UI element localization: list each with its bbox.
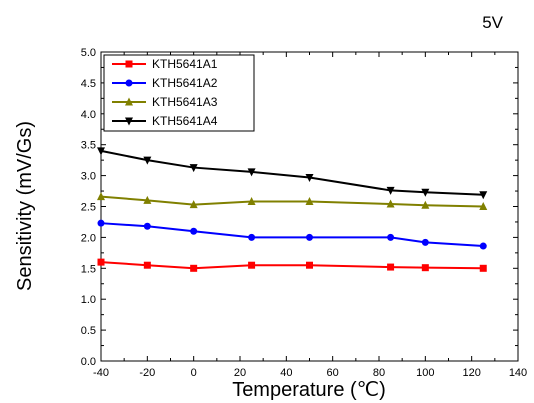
data-point <box>248 261 256 269</box>
legend-label: KTH5641A4 <box>152 114 218 128</box>
y-tick-label: 1.0 <box>81 294 96 306</box>
y-tick-label: 0.5 <box>81 325 96 337</box>
legend-swatch-marker <box>125 79 133 87</box>
x-tick-label: 140 <box>509 367 527 379</box>
x-tick-label: -20 <box>139 367 155 379</box>
data-point <box>97 219 105 227</box>
y-tick-label: 4.0 <box>81 109 96 121</box>
data-point <box>421 238 429 246</box>
series-line <box>100 261 484 270</box>
legend-swatch-marker <box>125 60 133 68</box>
legend-item: KTH5641A2 <box>112 76 218 90</box>
data-point <box>247 168 256 177</box>
series-kth5641a3 <box>97 192 488 210</box>
y-tick-label: 3.5 <box>81 140 96 152</box>
x-tick-label: 60 <box>327 367 339 379</box>
data-point <box>479 191 488 200</box>
y-tick-label: 5.0 <box>81 47 96 59</box>
y-tick-label: 2.5 <box>81 202 96 214</box>
y-tick-label: 3.0 <box>81 171 96 183</box>
x-tick-label: 0 <box>191 367 197 379</box>
data-point <box>421 200 430 209</box>
x-tick-label: 80 <box>373 367 385 379</box>
data-point <box>421 188 430 197</box>
legend-item: KTH5641A1 <box>112 57 218 71</box>
data-point <box>387 233 395 241</box>
axes: -40 -20 0 20 40 60 80 100 120 140 0.0 0.5 1.0 1.5 2.0 2… <box>81 47 527 379</box>
x-axis-title: Temperature (℃) <box>232 379 386 401</box>
data-point <box>143 222 151 230</box>
data-point <box>190 264 198 272</box>
y-tick-label: 4.5 <box>81 78 96 90</box>
legend-item: KTH5641A3 <box>112 95 218 109</box>
data-point <box>306 261 313 269</box>
data-point <box>479 264 487 272</box>
data-point <box>479 242 487 250</box>
data-point <box>479 202 488 210</box>
legend: KTH5641A1 KTH5641A2 KTH5641A3 KTH5641A4 <box>103 54 255 132</box>
data-point <box>305 197 314 206</box>
legend-label: KTH5641A3 <box>152 95 218 109</box>
series-line <box>100 149 484 196</box>
data-point <box>97 147 105 156</box>
data-point <box>421 264 429 272</box>
x-tick-label: 100 <box>416 367 434 379</box>
data-point <box>305 173 314 182</box>
data-point <box>97 258 105 266</box>
x-tick-label: -40 <box>93 367 109 379</box>
series-line <box>100 222 484 248</box>
legend-swatch-marker <box>125 117 133 126</box>
legend-label: KTH5641A1 <box>152 57 218 71</box>
y-tick-label: 2.0 <box>81 232 96 244</box>
data-point <box>387 263 395 271</box>
data-point <box>248 233 256 241</box>
data-point <box>190 227 198 235</box>
x-tick-label: 120 <box>462 367 480 379</box>
legend-label: KTH5641A2 <box>152 76 218 90</box>
series-kth5641a4 <box>97 147 488 200</box>
legend-swatch-marker <box>125 97 133 106</box>
y-tick-label: 0.0 <box>81 356 96 368</box>
series-kth5641a1 <box>97 258 487 272</box>
data-point <box>189 164 198 173</box>
data-point <box>386 199 395 208</box>
data-point <box>97 192 105 201</box>
data-point <box>143 156 152 165</box>
data-point <box>306 233 313 241</box>
y-tick-label: 1.5 <box>81 263 96 275</box>
data-point <box>386 186 395 195</box>
series-layer <box>97 147 488 272</box>
y-axis-title: Sensitivity (mV/Gs) <box>14 121 36 291</box>
data-point <box>247 197 256 206</box>
data-point <box>143 261 151 269</box>
x-tick-label: 40 <box>280 367 292 379</box>
data-point <box>189 200 198 209</box>
series-line <box>100 195 484 208</box>
legend-item: KTH5641A4 <box>112 114 218 128</box>
voltage-annotation: 5V <box>482 13 503 32</box>
series-kth5641a2 <box>97 219 487 250</box>
data-point <box>143 195 152 204</box>
x-tick-label: 20 <box>234 367 246 379</box>
